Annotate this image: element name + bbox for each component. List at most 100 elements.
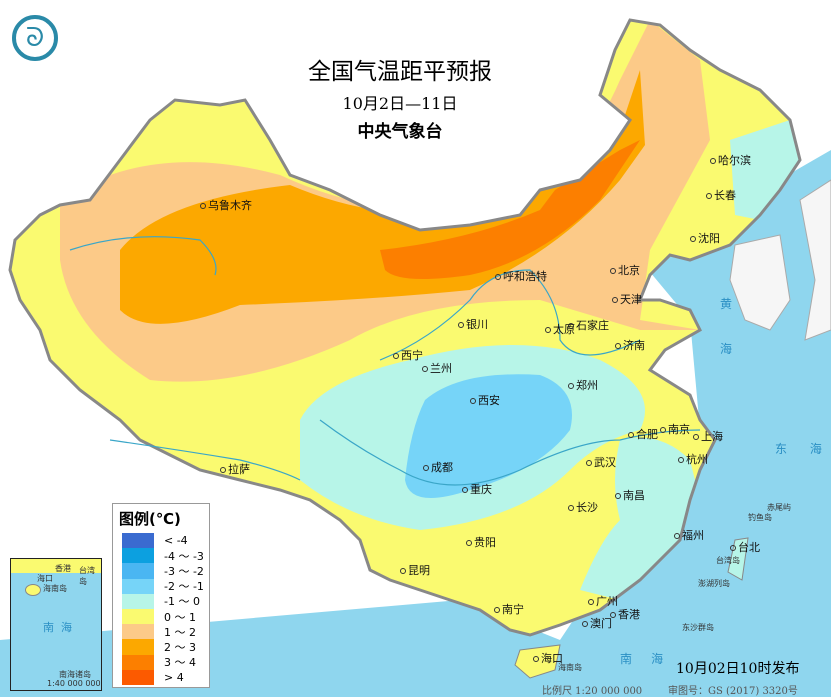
- legend-swatch: [122, 669, 154, 685]
- publish-time: 10月02日10时发布: [676, 661, 800, 677]
- inset-taiwan: 台湾岛: [79, 566, 95, 586]
- city-label: 南宁: [494, 601, 524, 617]
- legend-item: 1 ～ 2: [113, 624, 209, 640]
- penghu-label: 澎湖列岛: [698, 579, 730, 588]
- legend-item: 2 ～ 3: [113, 639, 209, 655]
- inset-haikou: 海口: [37, 574, 53, 583]
- legend-item: -2 ～ -1: [113, 578, 209, 594]
- legend-label: -1 ～ 0: [164, 595, 200, 609]
- japan: [799, 179, 831, 341]
- city-label: 哈尔滨: [710, 152, 751, 168]
- title-block: 全国气温距平预报 10月2日—11日 中央气象台: [250, 52, 550, 142]
- logo: ᘐ: [12, 15, 58, 61]
- legend-swatch: [122, 563, 154, 579]
- legend-label: < -4: [164, 534, 188, 548]
- legend-swatch: [122, 624, 154, 640]
- city-label: 南京: [660, 421, 690, 437]
- tarim-river: [69, 236, 217, 276]
- city-label: 武汉: [586, 454, 616, 470]
- city-label: 成都: [423, 459, 453, 475]
- legend-label: > 4: [164, 670, 184, 684]
- zone-3-4: [380, 140, 640, 279]
- city-label: 西安: [470, 392, 500, 408]
- city-label: 广州: [588, 593, 618, 609]
- city-label: 长春: [706, 187, 736, 203]
- city-label: 合肥: [628, 426, 658, 442]
- legend-label: -4 ～ -3: [164, 549, 204, 563]
- legend-swatch: [122, 593, 154, 609]
- city-label: 北京: [610, 262, 640, 278]
- inset-hongkong: 香港: [55, 564, 71, 573]
- legend-title: 图例(℃): [119, 510, 181, 528]
- city-label: 石家庄: [568, 317, 609, 333]
- cma-logo-icon: ᘐ: [25, 23, 45, 53]
- city-label: 长沙: [568, 499, 598, 515]
- taiwan-island-label: 台湾岛: [716, 556, 740, 565]
- city-label: 西宁: [393, 347, 423, 363]
- city-label: 南昌: [615, 487, 645, 503]
- legend-item: 0 ～ 1: [113, 608, 209, 625]
- legend-swatch: [122, 608, 154, 625]
- korea-peninsula: [729, 234, 791, 331]
- city-label: 香港: [610, 606, 640, 622]
- map-approval-number: 审图号：GS (2017) 3320号: [668, 686, 798, 697]
- city-label: 郑州: [568, 377, 598, 393]
- south-china-sea-inset: 海口 海南岛 香港 台湾岛 南 海 南海诸岛 1:40 000 000: [10, 558, 102, 691]
- legend-swatch: [122, 639, 154, 655]
- map-scale: 比例尺 1:20 000 000: [542, 686, 643, 697]
- inset-islands: 南海诸岛: [59, 670, 91, 679]
- legend-label: -3 ～ -2: [164, 564, 204, 578]
- city-label: 拉萨: [220, 461, 250, 477]
- city-label: 澳门: [582, 615, 612, 631]
- legend-item: > 4: [113, 669, 209, 685]
- city-label: 天津: [612, 291, 642, 307]
- city-label: 海口: [533, 650, 563, 666]
- inset-hainan-label: 海南岛: [43, 584, 67, 593]
- inset-mainland: [11, 559, 101, 573]
- legend-item: 3 ～ 4: [113, 654, 209, 670]
- legend-item: -4 ～ -3: [113, 548, 209, 564]
- city-label: 台北: [730, 539, 760, 555]
- legend-swatch: [122, 578, 154, 594]
- inset-hainan: [25, 584, 41, 596]
- legend-label: 0 ～ 1: [164, 610, 196, 624]
- chiwei-label: 赤尾屿: [767, 503, 791, 512]
- agency: 中央气象台: [357, 122, 443, 142]
- legend-item: -1 ～ 0: [113, 593, 209, 609]
- city-label: 呼和浩特: [495, 268, 547, 284]
- city-label: 兰州: [422, 360, 452, 376]
- legend-label: 3 ～ 4: [164, 656, 196, 670]
- city-label: 沈阳: [690, 230, 720, 246]
- sea-label-east: 东 海: [775, 442, 822, 456]
- city-label: 贵阳: [466, 534, 496, 550]
- sea-label-south: 南 海: [620, 652, 664, 666]
- city-label: 福州: [674, 527, 704, 543]
- legend-item: -3 ～ -2: [113, 563, 209, 579]
- dongsha-label: 东沙群岛: [682, 623, 714, 632]
- map-title: 全国气温距平预报: [308, 59, 492, 85]
- zone-neg1-0-ne: [730, 120, 800, 220]
- city-label: 太原: [545, 321, 575, 337]
- inset-scale: 1:40 000 000: [47, 679, 101, 688]
- city-label: 上海: [693, 428, 723, 444]
- legend-swatch: [122, 533, 154, 549]
- city-label: 乌鲁木齐: [200, 197, 252, 213]
- diaoyu-label: 钓鱼岛: [748, 513, 772, 522]
- yarlung-river: [109, 439, 301, 481]
- hainan-island-label: 海南岛: [558, 663, 582, 672]
- legend-item: < -4: [113, 533, 209, 549]
- legend-swatch: [122, 654, 154, 670]
- city-label: 济南: [615, 337, 645, 353]
- legend-label: -2 ～ -1: [164, 580, 204, 594]
- forecast-period: 10月2日—11日: [342, 94, 458, 113]
- sea-label-yellow: 黄海: [720, 297, 733, 356]
- inset-sea-label: 南 海: [43, 621, 72, 634]
- city-label: 银川: [458, 316, 488, 332]
- legend-swatch: [122, 548, 154, 564]
- city-label: 昆明: [400, 562, 430, 578]
- city-label: 杭州: [678, 451, 708, 467]
- city-label: 重庆: [462, 481, 492, 497]
- legend-label: 1 ～ 2: [164, 625, 196, 639]
- legend-label: 2 ～ 3: [164, 640, 196, 654]
